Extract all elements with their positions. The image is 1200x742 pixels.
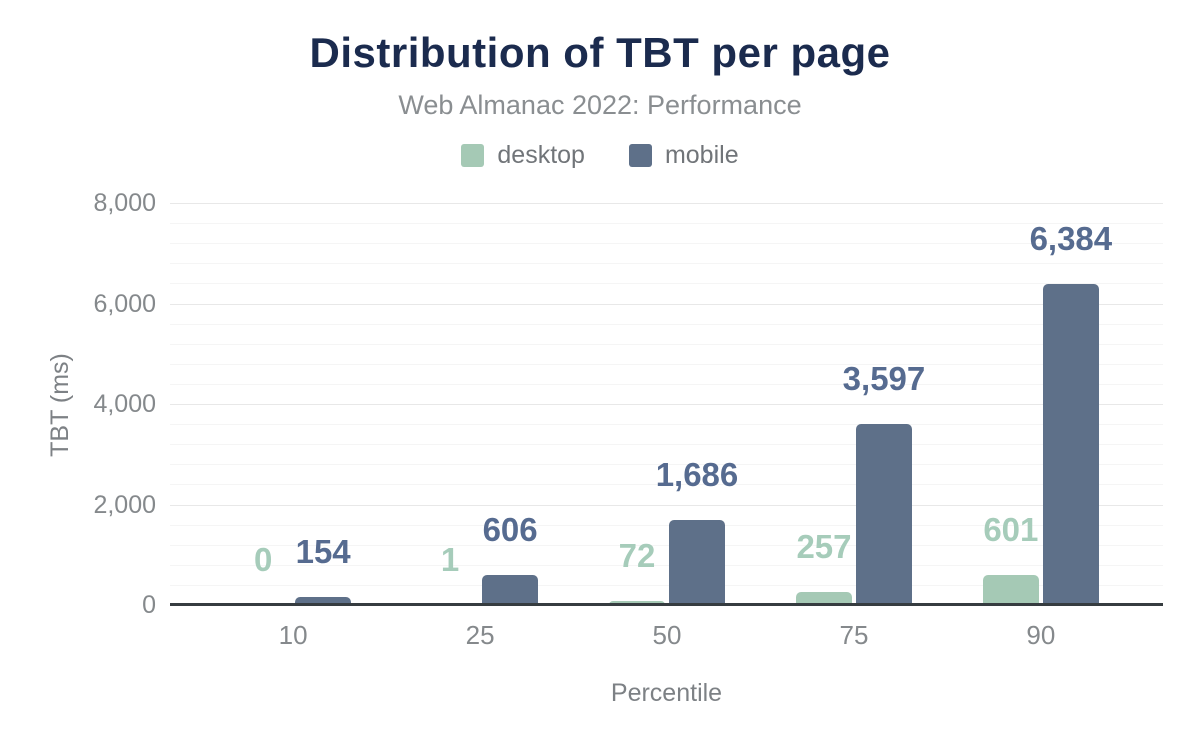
- value-label-desktop-p90: 601: [983, 510, 1039, 548]
- value-label-mobile-p75: 3,597: [842, 360, 926, 398]
- legend-swatch-mobile: [628, 143, 652, 167]
- gridline-minor: [170, 524, 1163, 526]
- bar-desktop-p90: [982, 574, 1039, 605]
- value-label-mobile-p50: 1,686: [655, 456, 739, 494]
- plot-area: 0 2,000 4,000 6,000 8,000 0 154 10 1 606 25 72 1,686…: [93, 190, 1163, 648]
- x-tick-label-50: 50: [652, 620, 682, 650]
- value-label-mobile-p10: 154: [295, 533, 351, 571]
- x-axis-title: Percentile: [610, 679, 723, 707]
- gridline-minor: [170, 363, 1163, 365]
- gridline-minor: [170, 223, 1163, 225]
- gridline-major: [170, 404, 1163, 405]
- value-label-desktop-p75: 257: [796, 528, 852, 566]
- legend: desktop mobile: [0, 142, 1200, 168]
- x-tick-label-75: 75: [839, 620, 869, 650]
- y-tick-label: 6,000: [93, 289, 156, 318]
- bar-mobile-p50: [668, 520, 725, 605]
- value-label-desktop-p25: 1: [440, 540, 460, 578]
- chart-subtitle: Web Almanac 2022: Performance: [398, 90, 802, 120]
- x-tick-label-10: 10: [278, 620, 308, 650]
- bar-desktop-p75: [795, 592, 852, 605]
- gridline-minor: [170, 444, 1163, 446]
- gridline-minor: [170, 263, 1163, 265]
- bar-mobile-p25: [482, 574, 539, 605]
- y-tick-label: 2,000: [93, 490, 156, 519]
- gridline-minor: [170, 283, 1163, 285]
- legend-item-desktop: desktop: [461, 142, 585, 168]
- gridline-major: [170, 203, 1163, 204]
- gridline-minor: [170, 464, 1163, 466]
- gridline-minor: [170, 584, 1163, 586]
- gridline-minor: [170, 343, 1163, 345]
- gridline-major: [170, 504, 1163, 506]
- y-tick-label: 0: [142, 591, 156, 619]
- x-tick-label-25: 25: [465, 620, 495, 650]
- value-label-mobile-p90: 6,384: [1029, 220, 1113, 258]
- gridline-minor: [170, 544, 1163, 546]
- bar-mobile-p90: [1042, 284, 1099, 605]
- bar-mobile-p75: [855, 424, 912, 605]
- x-tick-label-90: 90: [1026, 620, 1056, 650]
- chart-title: Distribution of TBT per page: [309, 29, 891, 76]
- bar-mobile-p10: [295, 597, 352, 605]
- gridline-minor: [170, 484, 1163, 486]
- y-tick-label: 8,000: [93, 189, 156, 217]
- gridline-minor: [170, 424, 1163, 426]
- legend-item-mobile: mobile: [628, 141, 739, 169]
- y-tick-label: 4,000: [93, 390, 156, 418]
- gridline-minor: [170, 323, 1163, 325]
- value-label-desktop-p50: 72: [618, 537, 656, 575]
- gridline-minor: [170, 243, 1163, 245]
- legend-label-mobile: mobile: [664, 141, 739, 169]
- legend-swatch-desktop: [461, 143, 485, 167]
- value-label-desktop-p10: 0: [253, 541, 273, 578]
- gridline-major: [170, 303, 1163, 305]
- gridline-minor: [170, 564, 1163, 566]
- x-axis-line: [170, 603, 1163, 606]
- gridline-minor: [170, 383, 1163, 385]
- value-label-mobile-p25: 606: [482, 510, 538, 548]
- legend-label-desktop: desktop: [497, 141, 585, 169]
